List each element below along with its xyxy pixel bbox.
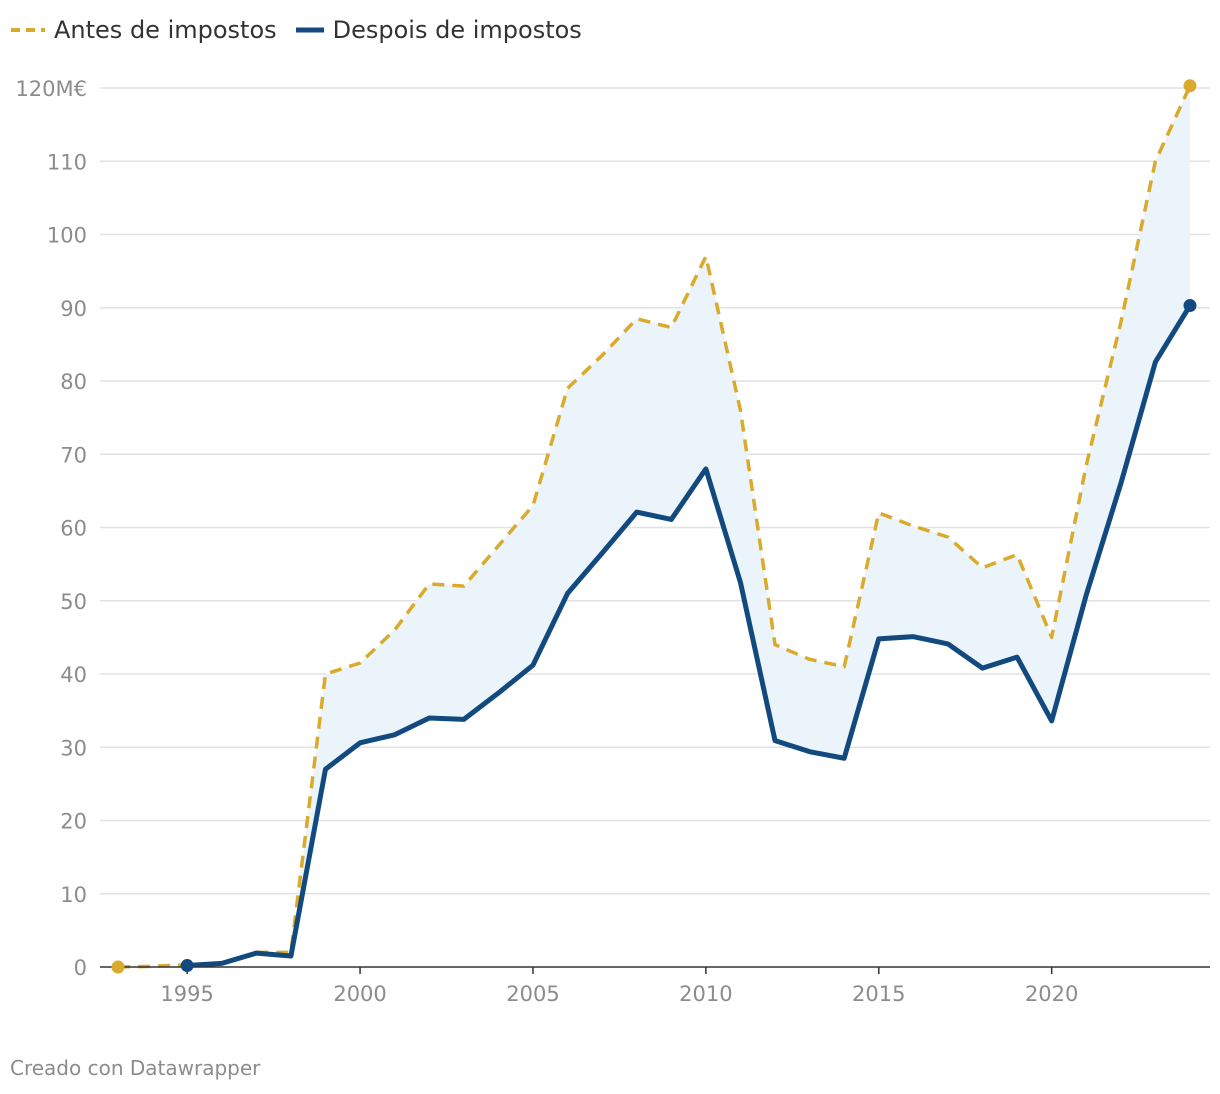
x-tick-label-2005: 2005 (506, 982, 559, 1006)
y-tick-label-120: 120M€ (15, 77, 87, 101)
start-point-despois (180, 959, 194, 973)
x-tick-label-2015: 2015 (852, 982, 905, 1006)
x-tick-label-2010: 2010 (679, 982, 732, 1006)
legend-swatch-solid-icon (295, 27, 324, 33)
legend-label-despois: Despois de impostos (332, 16, 582, 44)
y-tick-label-0: 0 (74, 956, 87, 980)
series-line-antes (117, 85, 1192, 969)
fill-area (187, 85, 1191, 966)
y-tick-label-110: 110 (47, 150, 87, 174)
legend-item-despois[interactable]: Despois de impostos (295, 16, 582, 44)
x-tick-label-1995: 1995 (160, 982, 213, 1006)
legend-swatch-dashed-icon (11, 28, 45, 32)
x-tick-label-2020: 2020 (1025, 982, 1078, 1006)
y-tick-label-70: 70 (60, 443, 87, 467)
legend: Antes de impostos Despois de impostos (10, 14, 600, 46)
start-point-antes (111, 960, 125, 974)
y-tick-label-90: 90 (60, 297, 87, 321)
y-tick-label-80: 80 (60, 370, 87, 394)
axes: 0 10 20 30 40 50 60 70 80 90 100 110 120M€ 1995 2000 20… (15, 77, 1210, 1006)
y-tick-label-60: 60 (60, 517, 87, 541)
y-tick-label-20: 20 (60, 810, 87, 834)
end-point-despois (1183, 299, 1197, 313)
series-lines (117, 85, 1193, 969)
end-markers (111, 79, 1197, 974)
y-tick-label-40: 40 (60, 663, 87, 687)
x-tick-label-2000: 2000 (333, 982, 386, 1006)
y-tick-label-50: 50 (60, 590, 87, 614)
fill-between-area (187, 85, 1191, 966)
y-tick-label-100: 100 (47, 224, 87, 248)
legend-label-antes: Antes de impostos (54, 16, 277, 44)
series-line-despois (184, 303, 1193, 969)
legend-item-antes[interactable]: Antes de impostos (10, 16, 277, 44)
y-tick-label-30: 30 (60, 736, 87, 760)
footer-credit: Creado con Datawrapper (10, 1056, 261, 1080)
line-chart: 0 10 20 30 40 50 60 70 80 90 100 110 120M€ 1995 2000 20… (15, 77, 1210, 1006)
y-tick-label-10: 10 (60, 883, 87, 907)
end-point-antes (1183, 79, 1197, 93)
